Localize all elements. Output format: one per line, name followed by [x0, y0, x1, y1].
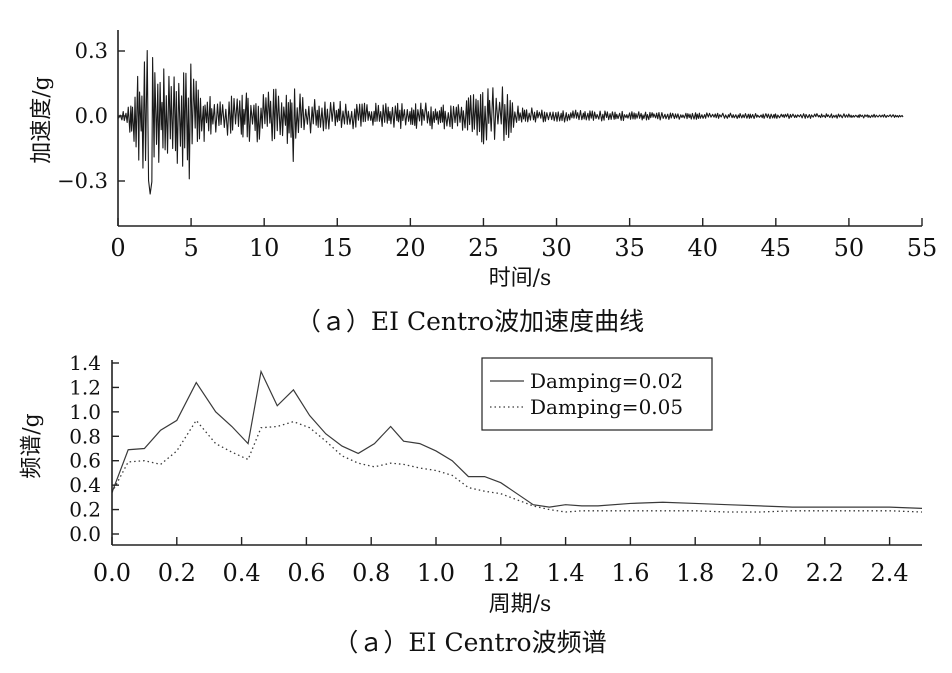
- spectrum-series-damping-002: [111, 369, 923, 509]
- acceleration-caption: （ａ）EI Centro波加速度曲线: [296, 307, 644, 336]
- spectrum-caption: （ａ）EI Centro波频谱: [333, 628, 606, 657]
- acceleration-x-tick-label: 20: [395, 234, 426, 262]
- spectrum-y-ticks: 0.00.20.40.60.81.01.21.4: [69, 351, 119, 546]
- spectrum-legend: Damping=0.02 Damping=0.05: [481, 357, 713, 431]
- spectrum-y-tick-label: 0.6: [69, 449, 101, 473]
- acceleration-x-tick-label: 40: [687, 234, 718, 262]
- acceleration-x-axis-title: 时间/s: [489, 266, 552, 291]
- spectrum-x-tick-label: 1.4: [547, 559, 585, 587]
- legend-label-damping-005: Damping=0.05: [530, 395, 683, 419]
- spectrum-x-tick-label: 2.2: [806, 559, 844, 587]
- acceleration-x-tick-label: 50: [834, 234, 865, 262]
- spectrum-chart: 0.0 0.2 0.4 0.6 0.8 1.0 1.2 1.4 1.6 1.8 2.0 2.2 2.4 …: [20, 351, 923, 657]
- spectrum-y-tick-label: 1.4: [69, 351, 101, 375]
- acceleration-y-tick-label: 0.3: [75, 39, 108, 63]
- acceleration-x-tick-label: 30: [541, 234, 572, 262]
- acceleration-x-ticks: 0 5 10 15 20 25 30 35 40 45 50 55: [110, 218, 937, 262]
- acceleration-x-tick-label: 10: [249, 234, 280, 262]
- spectrum-x-tick-label: 0.2: [158, 559, 196, 587]
- spectrum-y-tick-label: 1.0: [69, 400, 101, 424]
- spectrum-x-tick-label: 0.4: [223, 559, 261, 587]
- spectrum-y-tick-label: 0.2: [69, 498, 101, 522]
- spectrum-y-tick-label: 1.2: [69, 375, 101, 399]
- spectrum-x-tick-label: 2.4: [871, 559, 909, 587]
- spectrum-y-tick-label: 0.8: [69, 424, 101, 448]
- acceleration-y-tick-label: 0.0: [75, 104, 108, 128]
- spectrum-x-tick-label: 1.8: [676, 559, 714, 587]
- spectrum-x-tick-label: 1.2: [482, 559, 520, 587]
- spectrum-x-axis-title: 周期/s: [489, 592, 552, 617]
- acceleration-x-tick-label: 45: [761, 234, 792, 262]
- acceleration-y-ticks: 0.3 0.0 −0.3: [57, 39, 125, 193]
- spectrum-x-ticks: 0.0 0.2 0.4 0.6 0.8 1.0 1.2 1.4 1.6 1.8 2.0 2.2 2.4: [93, 537, 909, 587]
- spectrum-y-tick-label: 0.4: [69, 473, 101, 497]
- acceleration-x-tick-label: 25: [468, 234, 499, 262]
- acceleration-waveform: [117, 49, 904, 195]
- acceleration-x-tick-label: 35: [614, 234, 645, 262]
- spectrum-x-tick-label: 1.6: [611, 559, 649, 587]
- acceleration-x-tick-label: 15: [322, 234, 353, 262]
- spectrum-y-axis-title: 频谱/g: [20, 413, 45, 479]
- spectrum-x-tick-label: 0.6: [287, 559, 325, 587]
- acceleration-x-tick-label: 55: [907, 234, 938, 262]
- spectrum-x-tick-label: 0.8: [352, 559, 390, 587]
- acceleration-x-tick-label: 0: [110, 234, 125, 262]
- legend-label-damping-002: Damping=0.02: [530, 369, 683, 393]
- acceleration-y-tick-label: −0.3: [57, 169, 108, 193]
- spectrum-x-tick-label: 1.0: [417, 559, 455, 587]
- spectrum-x-tick-label: 2.0: [741, 559, 779, 587]
- spectrum-series-damping-005: [111, 419, 923, 513]
- acceleration-x-tick-label: 5: [183, 234, 198, 262]
- spectrum-y-tick-label: 0.0: [69, 522, 101, 546]
- legend-frame: [481, 357, 713, 431]
- acceleration-chart: 0 5 10 15 20 25 30 35 40 45 50 55 0.30.0−0.3 加速度/g …: [30, 30, 937, 336]
- spectrum-x-tick-label: 0.0: [93, 559, 131, 587]
- acceleration-y-axis-title: 加速度/g: [30, 76, 55, 164]
